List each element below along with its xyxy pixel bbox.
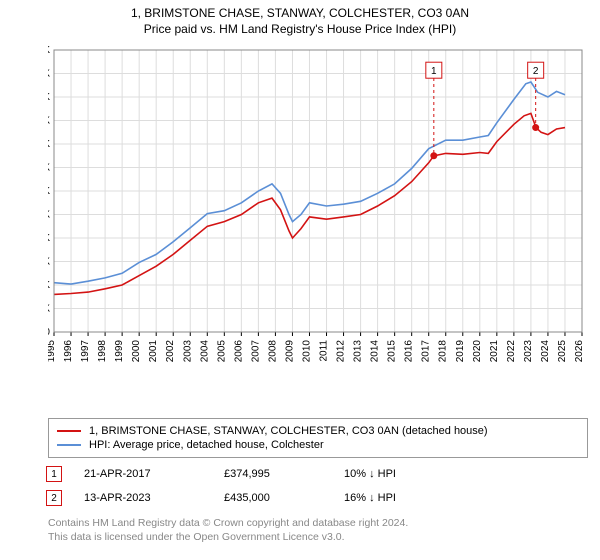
svg-text:£0: £0 bbox=[48, 327, 50, 338]
svg-text:2026: 2026 bbox=[574, 340, 585, 363]
svg-text:2006: 2006 bbox=[233, 340, 244, 363]
svg-text:2017: 2017 bbox=[421, 340, 432, 363]
svg-text:2001: 2001 bbox=[148, 340, 159, 363]
svg-text:2016: 2016 bbox=[404, 340, 415, 363]
legend-item-hpi: HPI: Average price, detached house, Colc… bbox=[57, 438, 579, 452]
transaction-date: 21-APR-2017 bbox=[84, 468, 224, 480]
transaction-row: 1 21-APR-2017 £374,995 10% ↓ HPI bbox=[46, 462, 586, 486]
svg-text:2005: 2005 bbox=[216, 340, 227, 363]
license-text: Contains HM Land Registry data © Crown c… bbox=[48, 516, 408, 544]
svg-text:£100K: £100K bbox=[48, 280, 50, 291]
svg-text:2011: 2011 bbox=[319, 340, 330, 362]
svg-text:1995: 1995 bbox=[48, 340, 57, 363]
svg-text:2007: 2007 bbox=[250, 340, 261, 363]
svg-text:2024: 2024 bbox=[540, 340, 551, 363]
svg-text:2022: 2022 bbox=[506, 340, 517, 363]
svg-text:2021: 2021 bbox=[489, 340, 500, 363]
legend-swatch-property bbox=[57, 430, 81, 432]
transaction-price: £435,000 bbox=[224, 492, 344, 504]
legend-swatch-hpi bbox=[57, 444, 81, 446]
chart-legend: 1, BRIMSTONE CHASE, STANWAY, COLCHESTER,… bbox=[48, 418, 588, 458]
svg-text:2019: 2019 bbox=[455, 340, 466, 363]
transaction-row: 2 13-APR-2023 £435,000 16% ↓ HPI bbox=[46, 486, 586, 510]
license-line2: This data is licensed under the Open Gov… bbox=[48, 530, 408, 544]
price-chart: 1 2 £0 £50K £100K £150K £200K £250K £300K £350K £… bbox=[48, 46, 588, 376]
svg-text:2013: 2013 bbox=[353, 340, 364, 363]
svg-text:1: 1 bbox=[431, 66, 437, 77]
svg-text:2023: 2023 bbox=[523, 340, 534, 363]
svg-text:2004: 2004 bbox=[199, 340, 210, 363]
svg-text:2014: 2014 bbox=[370, 340, 381, 363]
svg-text:2002: 2002 bbox=[165, 340, 176, 363]
transaction-date: 13-APR-2023 bbox=[84, 492, 224, 504]
svg-text:£250K: £250K bbox=[48, 210, 50, 221]
svg-text:1999: 1999 bbox=[114, 340, 125, 363]
transactions-table: 1 21-APR-2017 £374,995 10% ↓ HPI 2 13-AP… bbox=[46, 462, 586, 510]
svg-text:1998: 1998 bbox=[97, 340, 108, 363]
svg-text:£200K: £200K bbox=[48, 233, 50, 244]
svg-text:£50K: £50K bbox=[48, 304, 50, 315]
svg-text:£550K: £550K bbox=[48, 69, 50, 80]
svg-text:2009: 2009 bbox=[284, 340, 295, 363]
legend-label-hpi: HPI: Average price, detached house, Colc… bbox=[89, 439, 324, 451]
svg-text:2010: 2010 bbox=[301, 340, 312, 363]
transaction-relative: 10% ↓ HPI bbox=[344, 468, 484, 480]
svg-text:£350K: £350K bbox=[48, 163, 50, 174]
svg-text:1997: 1997 bbox=[80, 340, 91, 363]
legend-label-property: 1, BRIMSTONE CHASE, STANWAY, COLCHESTER,… bbox=[89, 425, 488, 437]
svg-text:2000: 2000 bbox=[131, 340, 142, 363]
svg-text:2012: 2012 bbox=[336, 340, 347, 363]
svg-text:2008: 2008 bbox=[267, 340, 278, 363]
page-title-sub: Price paid vs. HM Land Registry's House … bbox=[0, 20, 600, 40]
svg-text:1996: 1996 bbox=[63, 340, 74, 363]
transaction-badge: 2 bbox=[46, 490, 62, 506]
transaction-badge: 1 bbox=[46, 466, 62, 482]
svg-text:2: 2 bbox=[533, 66, 539, 77]
svg-text:2020: 2020 bbox=[472, 340, 483, 363]
license-line1: Contains HM Land Registry data © Crown c… bbox=[48, 516, 408, 530]
svg-text:£450K: £450K bbox=[48, 116, 50, 127]
svg-text:£400K: £400K bbox=[48, 139, 50, 150]
svg-text:£150K: £150K bbox=[48, 257, 50, 268]
legend-item-property: 1, BRIMSTONE CHASE, STANWAY, COLCHESTER,… bbox=[57, 424, 579, 438]
svg-text:£600K: £600K bbox=[48, 46, 50, 56]
svg-text:2025: 2025 bbox=[557, 340, 568, 363]
svg-text:2018: 2018 bbox=[438, 340, 449, 363]
svg-text:2015: 2015 bbox=[387, 340, 398, 363]
transaction-relative: 16% ↓ HPI bbox=[344, 492, 484, 504]
svg-text:£300K: £300K bbox=[48, 186, 50, 197]
svg-text:2003: 2003 bbox=[182, 340, 193, 363]
page-title-address: 1, BRIMSTONE CHASE, STANWAY, COLCHESTER,… bbox=[0, 0, 600, 20]
transaction-price: £374,995 bbox=[224, 468, 344, 480]
svg-text:£500K: £500K bbox=[48, 92, 50, 103]
